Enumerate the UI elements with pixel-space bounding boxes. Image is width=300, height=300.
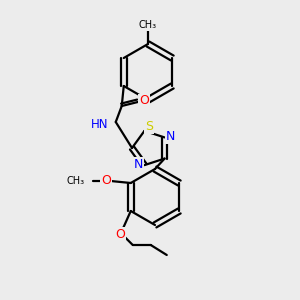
Text: O: O xyxy=(139,94,149,107)
Text: N: N xyxy=(134,158,143,171)
Text: S: S xyxy=(146,120,153,134)
Text: CH₃: CH₃ xyxy=(139,20,157,30)
Text: O: O xyxy=(101,173,111,187)
Text: N: N xyxy=(166,130,175,143)
Text: CH₃: CH₃ xyxy=(67,176,85,186)
Text: HN: HN xyxy=(91,118,109,130)
Text: O: O xyxy=(115,227,125,241)
